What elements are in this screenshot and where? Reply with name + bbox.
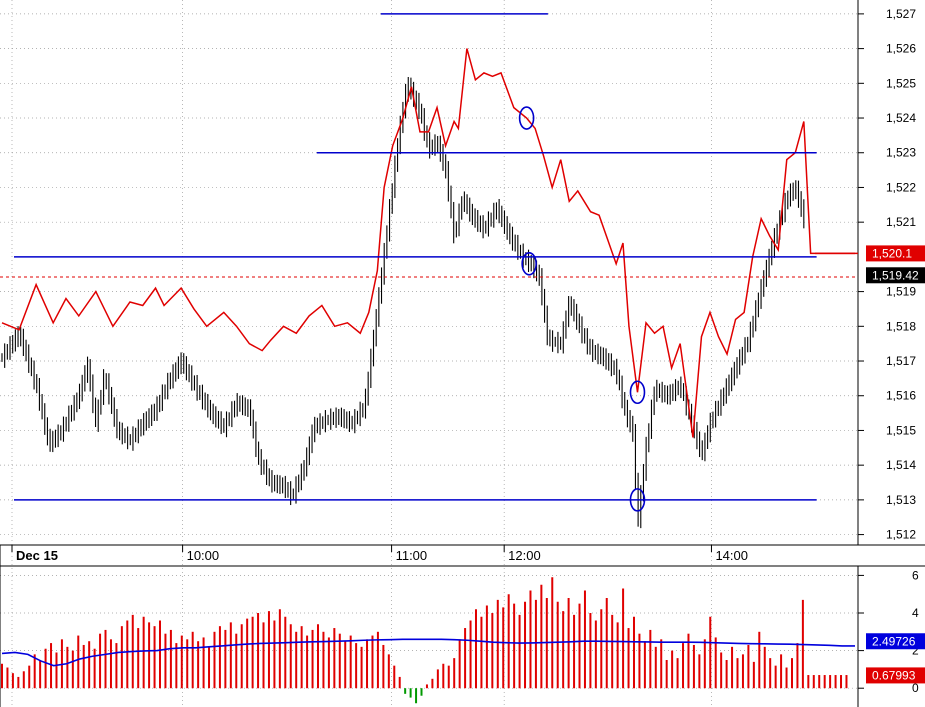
grid-lines — [0, 13, 858, 689]
last-label-bg — [866, 667, 925, 684]
oscillator-tick-label: 4 — [912, 606, 919, 620]
price-value-label: 1,519.42 — [866, 267, 925, 284]
oscillator-tick-label: 6 — [912, 568, 919, 582]
overlay-label-text: 1,520.1 — [872, 246, 912, 260]
price-axis-ticks: 1,527 1,526 1,525 1,524 1,523 1,522 1,521 1,519… — [858, 7, 916, 542]
price-tick-label: 1,515 — [886, 423, 916, 437]
circled-points — [518, 106, 646, 512]
oscillator-axis-ticks: 6 4 2 0 — [858, 568, 919, 695]
price-tick-label: 1,525 — [886, 76, 916, 90]
price-candles — [1, 77, 805, 529]
price-tick-label: 1,526 — [886, 42, 916, 56]
time-axis-ticks: Dec 15 10:00 11:00 12:00 14:00 — [11, 545, 748, 563]
time-tick-label: 14:00 — [715, 548, 748, 563]
marked-point-circle — [518, 106, 535, 130]
price-tick-label: 1,522 — [886, 180, 916, 194]
oscillator-average-line — [1, 638, 855, 667]
avg-label-bg — [866, 633, 925, 650]
avg-value-label: 2.49726 — [866, 633, 925, 650]
oscillator-bars — [1, 577, 848, 704]
horizontal-levels — [14, 13, 817, 501]
overlay-label-bg — [866, 245, 925, 262]
last-label-text: 0.67993 — [872, 668, 916, 682]
marked-point-circle — [629, 488, 646, 512]
price-tick-label: 1,524 — [886, 111, 916, 125]
overlay-series-line — [1, 48, 855, 438]
price-tick-label: 1,514 — [886, 458, 916, 472]
avg-label-text: 2.49726 — [872, 634, 916, 648]
price-tick-label: 1,523 — [886, 146, 916, 160]
time-tick-label: 10:00 — [187, 548, 220, 563]
oscillator-tick-label: 0 — [912, 681, 919, 695]
price-tick-label: 1,521 — [886, 215, 916, 229]
time-tick-label: Dec 15 — [16, 548, 58, 563]
oscillator-tick-label: 2 — [912, 644, 919, 658]
price-tick-label: 1,517 — [886, 354, 916, 368]
price-tick-label: 1,518 — [886, 319, 916, 333]
price-label-text: 1,519.42 — [872, 268, 919, 282]
price-tick-label: 1,527 — [886, 7, 916, 21]
overlay-value-label: 1,520.1 — [866, 245, 925, 262]
time-tick-label: 11:00 — [396, 548, 428, 563]
price-tick-label: 1,513 — [886, 493, 916, 507]
marked-point-circle — [629, 380, 646, 405]
price-tick-label: 1,516 — [886, 389, 916, 403]
marked-point-circle — [521, 252, 537, 276]
last-value-label: 0.67993 — [866, 667, 925, 684]
price-tick-label: 1,519 — [886, 285, 916, 299]
price-tick-label: 1,512 — [886, 528, 916, 542]
time-tick-label: 12:00 — [508, 548, 541, 563]
price-label-bg — [866, 267, 925, 284]
